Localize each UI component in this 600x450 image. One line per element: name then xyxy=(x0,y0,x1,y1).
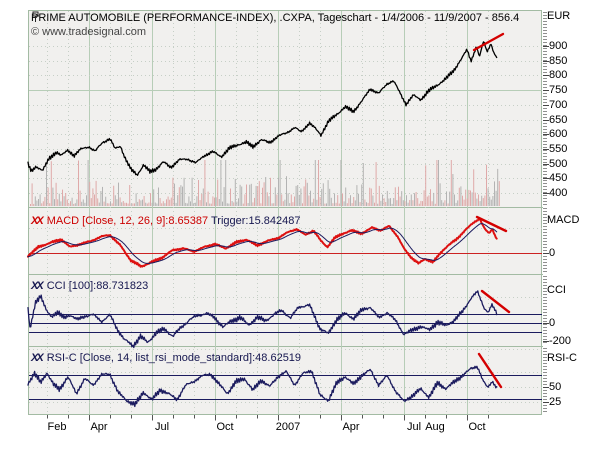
price-tick-label: 900 xyxy=(549,40,568,52)
cci-tick-label: -200 xyxy=(549,334,572,347)
cci-formula-icon: XX xyxy=(31,280,44,292)
price-tick-label: 400 xyxy=(549,187,568,199)
x-tick-label: Oct xyxy=(468,421,486,433)
price-tick-label: 700 xyxy=(549,98,568,111)
x-tick-label: Aug xyxy=(425,421,445,433)
rsi-tick-label: 25 xyxy=(549,396,562,408)
price-tick-label: 850 xyxy=(549,54,568,67)
x-tick-label: Jul xyxy=(154,421,170,433)
macd-tick-label: 0 xyxy=(549,247,556,259)
cci-indicator-label[interactable]: XX CCI [100]:88.731823 xyxy=(31,280,148,292)
price-axis-title: EUR xyxy=(547,10,571,22)
cci-label-text: CCI [100]:88.731823 xyxy=(46,280,149,292)
rsi-formula-icon: XX xyxy=(31,352,44,364)
price-tick-label: 450 xyxy=(549,172,568,185)
macd-label-text: MACD [Close, 12, 26, 9]:8.65387 xyxy=(46,215,209,227)
price-tick-label: 650 xyxy=(549,113,568,126)
x-tick-label: Jul xyxy=(406,421,422,433)
macd-indicator-label[interactable]: XX MACD [Close, 12, 26, 9]:8.65387 Trigge… xyxy=(31,215,300,227)
rsi-axis-title: RSI-C xyxy=(547,352,577,364)
x-tick-label: Oct xyxy=(216,421,234,433)
panel-separator[interactable] xyxy=(28,346,543,347)
cci-tick-label: 0 xyxy=(549,317,556,329)
macd-axis-title: MACD xyxy=(547,214,580,226)
price-tick-label: 800 xyxy=(549,69,568,82)
chart-title: PRIME AUTOMOBILE (PERFORMANCE-INDEX), .C… xyxy=(31,12,520,24)
macd-trigger-label-text: Trigger:15.842487 xyxy=(210,215,301,227)
macd-formula-icon: XX xyxy=(31,215,44,227)
rsi-label-text: RSI-C [Close, 14, list_rsi_mode_standard… xyxy=(46,352,302,364)
rsi-tick-label: 50 xyxy=(549,381,562,393)
panel-separator[interactable] xyxy=(28,207,543,208)
x-tick-label: Feb xyxy=(47,421,67,433)
price-tick-label: 750 xyxy=(549,84,568,97)
panel-separator[interactable] xyxy=(28,274,543,275)
price-tick-label: 600 xyxy=(549,128,568,141)
titlebar: PRIME AUTOMOBILE (PERFORMANCE-INDEX), .C… xyxy=(31,11,519,25)
copyright-label: © www.tradesignal.com xyxy=(31,26,147,38)
price-tick-label: 500 xyxy=(549,157,568,170)
rsi-indicator-label[interactable]: XX RSI-C [Close, 14, list_rsi_mode_standa… xyxy=(31,352,301,364)
x-tick-label: Apr xyxy=(342,421,360,433)
x-tick-label: 2007 xyxy=(275,421,301,433)
cci-axis-title: CCI xyxy=(547,284,566,296)
price-tick-label: 550 xyxy=(549,142,568,155)
x-tick-label: Apr xyxy=(90,421,108,433)
